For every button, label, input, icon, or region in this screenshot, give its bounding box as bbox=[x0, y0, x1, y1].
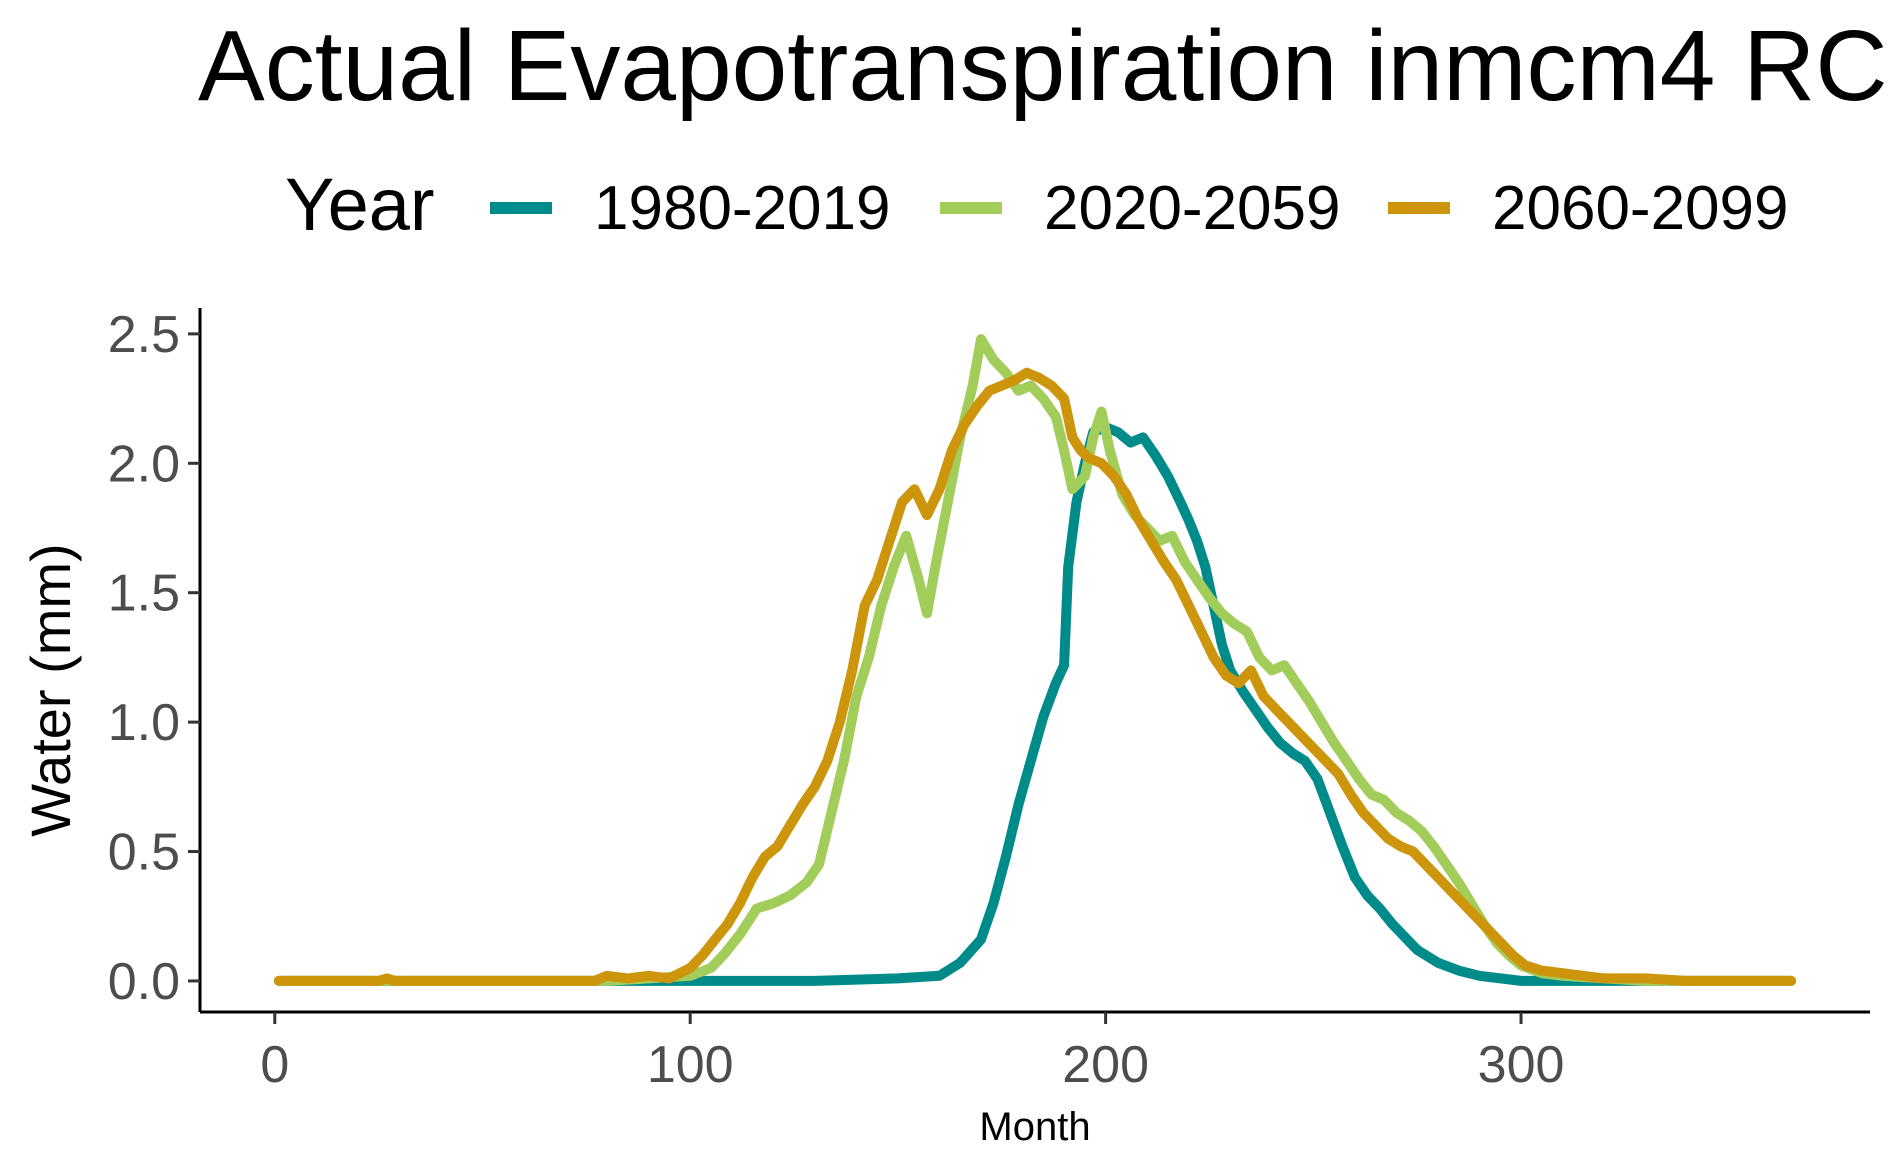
series-line-2 bbox=[273, 334, 1797, 986]
x-axis-title: Month bbox=[979, 1105, 1090, 1149]
plot-area: 0.0 0.5 1.0 1.5 2.0 2.5 0 100 200 300 bbox=[108, 306, 1870, 1094]
y-tick-label: 2.5 bbox=[108, 306, 180, 364]
y-tick-label: 2.0 bbox=[108, 435, 180, 493]
y-tick-label: 1.5 bbox=[108, 565, 180, 623]
y-tick-label: 1.0 bbox=[108, 694, 180, 752]
x-tick-label: 0 bbox=[260, 1036, 289, 1094]
legend-label-2: 2020-2059 bbox=[1044, 174, 1341, 243]
y-axis-title: Water (mm) bbox=[19, 543, 82, 836]
x-tick-label: 200 bbox=[1062, 1036, 1149, 1094]
series-line-1 bbox=[273, 422, 1797, 986]
series-line-3 bbox=[273, 367, 1797, 986]
x-tick-label: 300 bbox=[1478, 1036, 1565, 1094]
x-tick-label: 100 bbox=[647, 1036, 734, 1094]
legend-label-1: 1980-2019 bbox=[594, 174, 891, 243]
legend-title: Year bbox=[285, 163, 435, 246]
legend: Year 1980-2019 2020-2059 2060-2099 bbox=[285, 163, 1789, 246]
legend-label-3: 2060-2099 bbox=[1492, 174, 1789, 243]
chart-title: Actual Evapotranspiration inmcm4 RC bbox=[198, 10, 1888, 122]
y-tick-label: 0.5 bbox=[108, 824, 180, 882]
y-tick-label: 0.0 bbox=[108, 953, 180, 1011]
